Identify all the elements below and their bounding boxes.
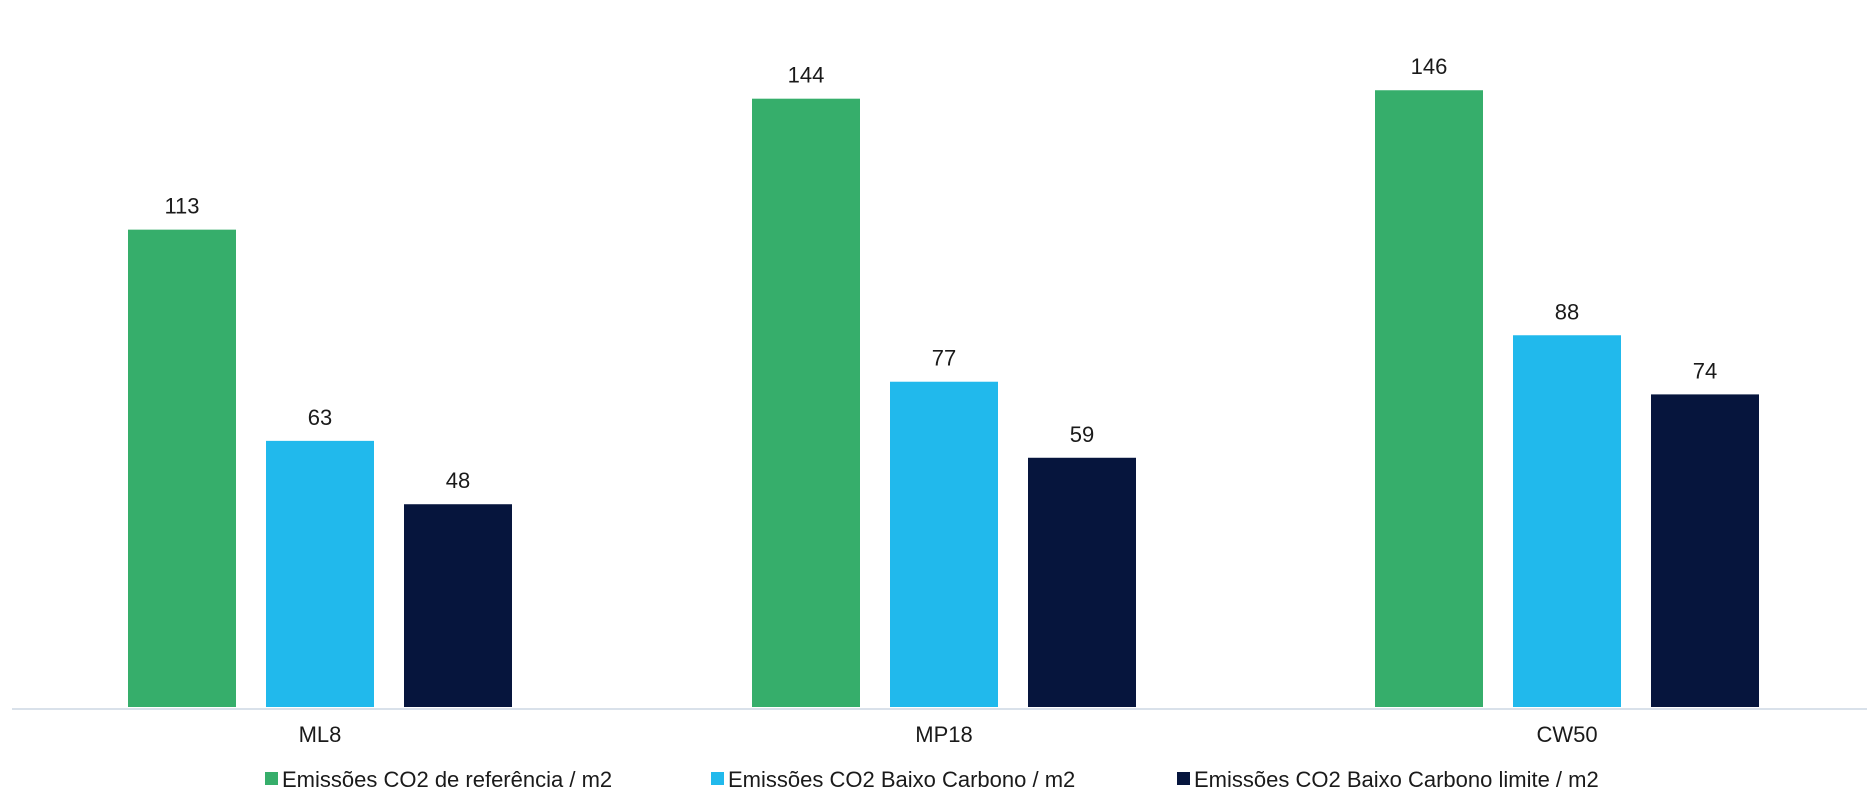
data-label: 74 bbox=[1693, 358, 1717, 383]
x-axis-tick-label: ML8 bbox=[299, 722, 342, 747]
bar-mp18-series-2 bbox=[890, 381, 998, 707]
legend-label: Emissões CO2 Baixo Carbono limite / m2 bbox=[1194, 767, 1599, 792]
data-label: 59 bbox=[1070, 422, 1094, 447]
x-axis-tick-label: MP18 bbox=[915, 722, 972, 747]
data-label: 77 bbox=[932, 346, 956, 371]
x-axis-tick-labels: ML8 MP18 CW50 bbox=[299, 722, 1598, 747]
bar-cw50-series-2 bbox=[1513, 335, 1621, 707]
bars-layer bbox=[128, 90, 1759, 707]
data-label: 63 bbox=[308, 405, 332, 430]
data-label: 88 bbox=[1555, 299, 1579, 324]
legend-swatch bbox=[265, 772, 278, 785]
legend-item-series-2: Emissões CO2 Baixo Carbono / m2 bbox=[711, 767, 1075, 792]
legend-label: Emissões CO2 de referência / m2 bbox=[282, 767, 612, 792]
data-label: 146 bbox=[1411, 54, 1448, 79]
data-label: 144 bbox=[788, 63, 825, 88]
legend-swatch bbox=[711, 772, 724, 785]
bar-ml8-series-3 bbox=[404, 504, 512, 707]
legend-swatch bbox=[1177, 772, 1190, 785]
legend-label: Emissões CO2 Baixo Carbono / m2 bbox=[728, 767, 1075, 792]
legend: Emissões CO2 de referência / m2 Emissões … bbox=[265, 767, 1599, 792]
x-axis-tick-label: CW50 bbox=[1536, 722, 1597, 747]
bar-mp18-series-3 bbox=[1028, 457, 1136, 707]
bar-cw50-series-3 bbox=[1651, 394, 1759, 707]
bar-cw50-series-1 bbox=[1375, 90, 1483, 707]
legend-item-series-3: Emissões CO2 Baixo Carbono limite / m2 bbox=[1177, 767, 1599, 792]
data-labels-layer: 113 63 48 144 77 59 146 88 74 bbox=[164, 54, 1717, 493]
bar-ml8-series-2 bbox=[266, 440, 374, 707]
bar-mp18-series-1 bbox=[752, 98, 860, 707]
legend-item-series-1: Emissões CO2 de referência / m2 bbox=[265, 767, 612, 792]
data-label: 48 bbox=[446, 468, 470, 493]
bar-ml8-series-1 bbox=[128, 229, 236, 707]
data-label: 113 bbox=[164, 194, 199, 219]
